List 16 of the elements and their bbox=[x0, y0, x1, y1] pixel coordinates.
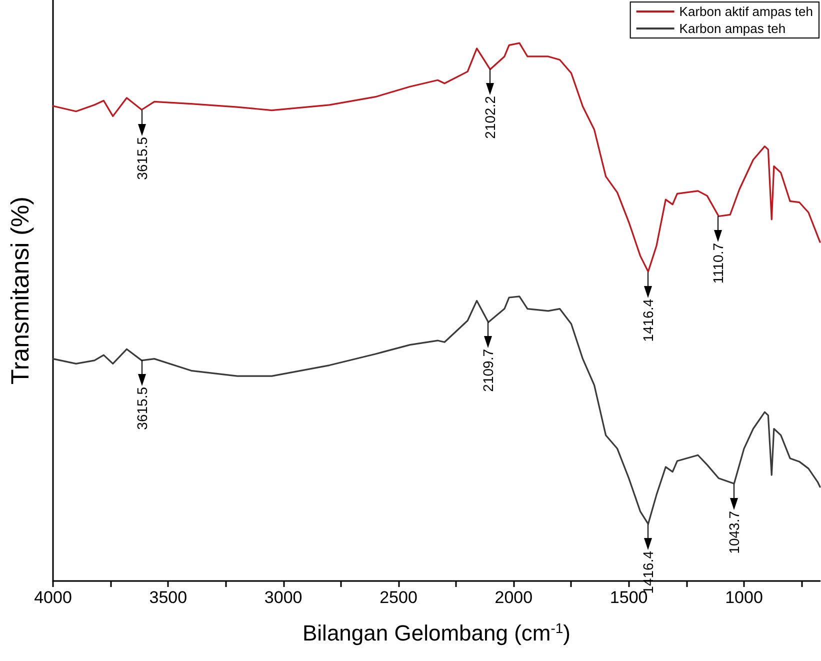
legend-label: Karbon ampas teh bbox=[679, 21, 786, 36]
annotation: 1416.4 bbox=[639, 298, 658, 342]
legend-label: Karbon aktif ampas teh bbox=[679, 4, 814, 19]
x-tick-label: 3500 bbox=[149, 588, 188, 607]
annotation: 1043.7 bbox=[724, 510, 743, 554]
x-tick-label: 2500 bbox=[380, 588, 418, 607]
x-tick-label: 2000 bbox=[494, 588, 533, 607]
x-tick-label: 1000 bbox=[725, 588, 763, 607]
annotation: 2102.2 bbox=[481, 96, 500, 140]
annotation: 3615.5 bbox=[132, 136, 151, 180]
annotation: 3615.5 bbox=[132, 387, 151, 430]
y-axis-title: Transmitansi (%) bbox=[6, 196, 34, 384]
x-tick-label: 4000 bbox=[34, 588, 72, 607]
x-tick-label: 3000 bbox=[264, 588, 302, 607]
annotation: 2109.7 bbox=[479, 349, 498, 392]
annotation: 1110.7 bbox=[709, 243, 728, 284]
